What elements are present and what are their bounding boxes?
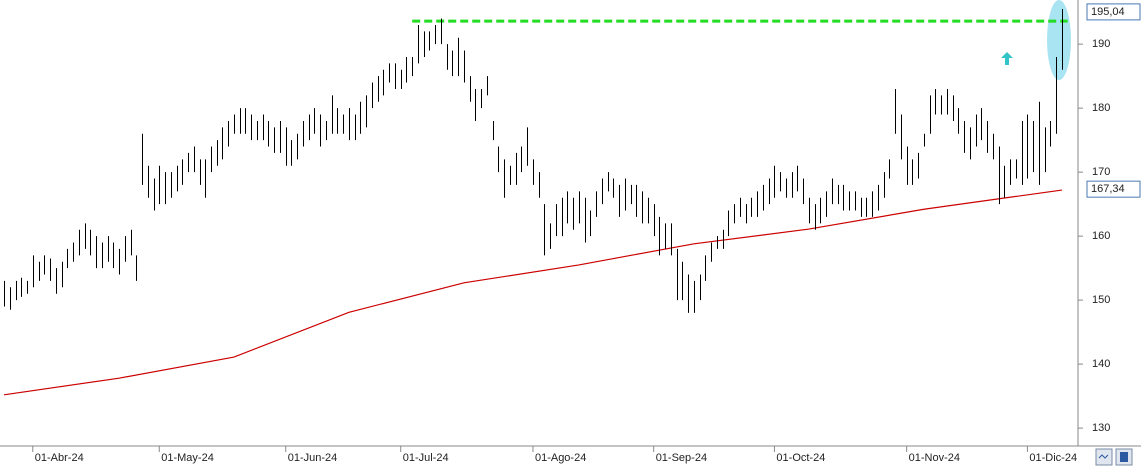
x-tick-label: 01-Jun-24 [288,452,338,464]
up-arrow [1001,52,1013,65]
price-label-box [1086,3,1141,21]
moving-average [3,189,1062,396]
y-tick-label: 150 [1092,294,1110,306]
y-tick-label: 170 [1092,166,1110,178]
y-tick-label: 160 [1092,230,1110,242]
zoom-icon [1098,454,1109,459]
save-icon [1120,452,1128,462]
x-tick-label: 01-May-24 [161,452,214,464]
x-tick-label: 01-Dic-24 [1029,452,1077,464]
y-tick-label: 140 [1092,358,1110,370]
x-tick-label: 01-Ago-24 [535,452,586,464]
x-tick-label: 01-Abr-24 [35,452,84,464]
x-tick-label: 01-Sep-24 [656,452,707,464]
highlight-ellipse [1047,0,1071,80]
x-tick-label: 01-Oct-24 [776,452,825,464]
y-tick-label: 190 [1092,38,1110,50]
toolbar [1095,448,1133,466]
y-tick-label: 180 [1092,102,1110,114]
price-label: 167,34 [1091,183,1125,195]
price-label: 195,04 [1091,6,1125,18]
price-label-box [1086,180,1141,198]
x-tick-label: 01-Jul-24 [403,452,449,464]
y-tick-label: 130 [1092,422,1110,434]
x-tick-label: 01-Nov-24 [909,452,960,464]
